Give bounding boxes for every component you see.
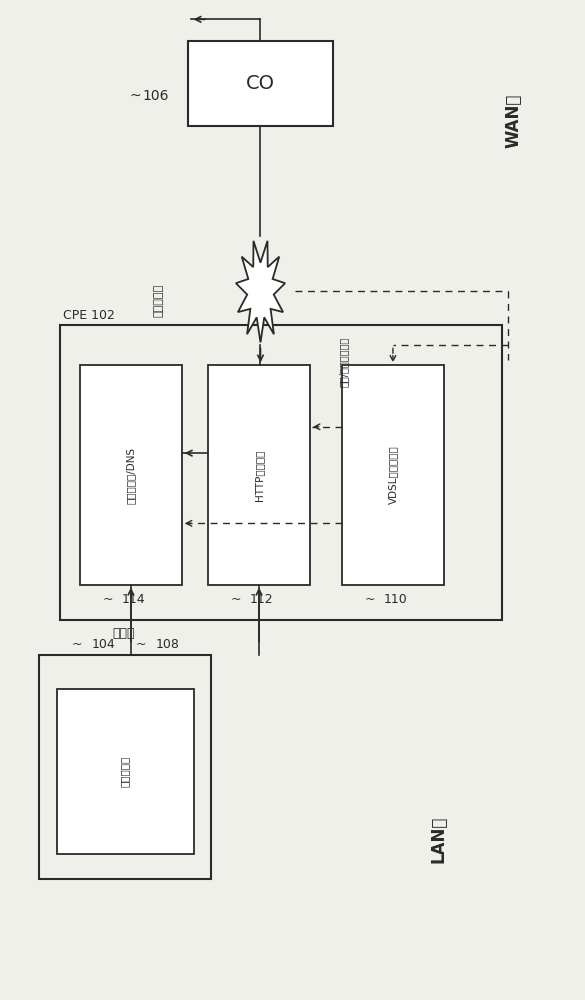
- Text: 连通性丢失: 连通性丢失: [154, 284, 164, 317]
- Text: ~: ~: [136, 638, 146, 651]
- Text: ~: ~: [364, 593, 375, 606]
- Bar: [188, 41, 333, 126]
- Text: CPE 102: CPE 102: [63, 309, 115, 322]
- Bar: [60, 325, 502, 620]
- Text: 计算机: 计算机: [112, 627, 135, 640]
- Text: ~: ~: [72, 638, 82, 651]
- Text: ~: ~: [102, 593, 113, 606]
- Text: CO: CO: [246, 74, 275, 93]
- Text: VDSL线路监控器: VDSL线路监控器: [388, 446, 398, 504]
- Text: WAN側: WAN側: [505, 94, 523, 148]
- Text: ~: ~: [230, 593, 241, 606]
- Text: 112: 112: [250, 593, 274, 606]
- Text: HTTP重定向器: HTTP重定向器: [254, 449, 264, 501]
- Text: 110: 110: [384, 593, 408, 606]
- Polygon shape: [236, 241, 285, 342]
- Text: 104: 104: [91, 638, 115, 651]
- Text: 114: 114: [122, 593, 146, 606]
- Text: 网页服务器/DNS: 网页服务器/DNS: [126, 447, 136, 504]
- Text: LAN側: LAN側: [429, 815, 447, 863]
- Bar: [80, 365, 182, 585]
- Text: 106: 106: [142, 89, 169, 103]
- Bar: [208, 365, 310, 585]
- Text: 108: 108: [156, 638, 179, 651]
- Bar: [57, 689, 194, 854]
- Text: 网页浏览器: 网页浏览器: [120, 756, 130, 787]
- Bar: [342, 365, 444, 585]
- Bar: [39, 655, 211, 879]
- Text: 启用/禁用重定向器: 启用/禁用重定向器: [339, 337, 349, 387]
- Text: ~: ~: [129, 89, 141, 103]
